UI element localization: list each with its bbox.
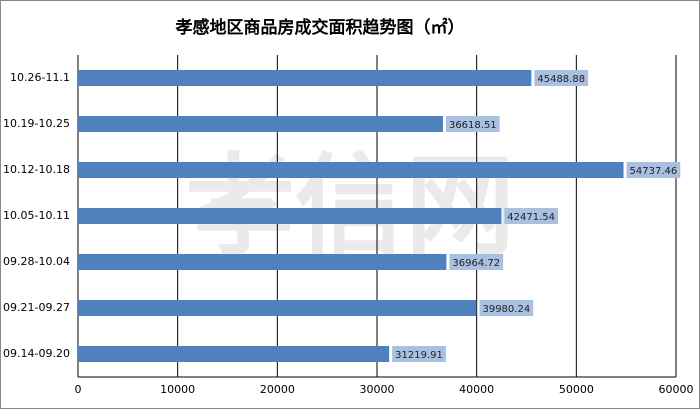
x-tick-label: 50000 xyxy=(559,383,594,396)
y-tick-label: 10.19-10.25 xyxy=(3,117,70,130)
x-tick-label: 40000 xyxy=(459,383,494,396)
data-label: 45488.88 xyxy=(537,74,585,85)
data-label: 36618.51 xyxy=(449,120,497,131)
data-label-box xyxy=(392,346,446,362)
x-tick-label: 0 xyxy=(75,383,82,396)
y-tick-label: 09.14-09.20 xyxy=(3,347,70,360)
data-label: 36964.72 xyxy=(452,258,500,269)
data-label-box xyxy=(479,300,534,316)
data-label: 54737.46 xyxy=(630,166,678,177)
bar xyxy=(78,70,532,86)
y-tick-label: 09.21-09.27 xyxy=(3,301,70,314)
data-label-box xyxy=(534,70,589,86)
data-label: 42471.54 xyxy=(507,212,555,223)
y-tick-label: 10.26-11.1 xyxy=(10,71,70,84)
data-label: 39980.24 xyxy=(482,304,530,315)
watermark: 孝信网 xyxy=(185,142,515,270)
bar xyxy=(78,162,624,178)
data-label-box xyxy=(449,254,504,270)
bar xyxy=(78,254,447,270)
bar xyxy=(78,346,390,362)
x-tick-label: 20000 xyxy=(260,383,295,396)
data-label: 31219.91 xyxy=(395,350,443,361)
x-tick-label: 60000 xyxy=(659,383,694,396)
data-label-box xyxy=(445,116,500,132)
bar xyxy=(78,300,477,316)
y-tick-label: 10.05-10.11 xyxy=(3,209,70,222)
chart-title: 孝感地区商品房成交面积趋势图（㎡） xyxy=(176,17,465,38)
data-label-box xyxy=(504,208,559,224)
y-tick-label: 10.12-10.18 xyxy=(3,163,70,176)
x-tick-label: 30000 xyxy=(360,383,395,396)
data-label-box xyxy=(626,162,681,178)
bar xyxy=(78,208,502,224)
y-tick-label: 09.28-10.04 xyxy=(3,255,70,268)
x-tick-label: 10000 xyxy=(160,383,195,396)
bar xyxy=(78,116,443,132)
